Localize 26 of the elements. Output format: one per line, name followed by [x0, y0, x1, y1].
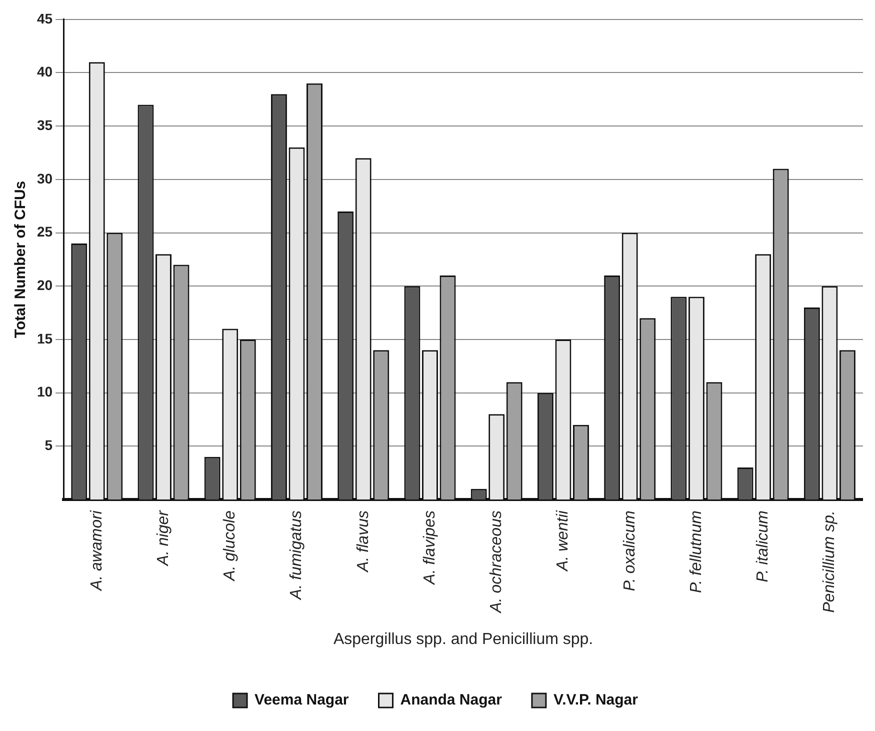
x-tick-label: A. fumigatus — [288, 510, 306, 600]
legend-label: Veema Nagar — [254, 692, 349, 709]
x-tick-label: P. italicum — [754, 510, 772, 582]
x-tick-label: A. flavipes — [421, 510, 438, 586]
x-axis-title: Aspergillus spp. and Penicillium spp. — [333, 630, 594, 648]
y-tick-label: 15 — [36, 330, 53, 346]
y-axis-title: Total Number of CFUs — [12, 180, 30, 338]
y-tick-label: 30 — [36, 170, 53, 186]
y-tick-label: 25 — [36, 224, 53, 240]
y-tick-label: 35 — [36, 116, 53, 133]
x-tick-label: A. ochraceous — [488, 510, 506, 614]
legend-label: Ananda Nagar — [400, 692, 502, 709]
y-tick-label: 20 — [36, 276, 53, 293]
legend-label: V.V.P. Nagar — [553, 692, 638, 709]
x-tick-label: Penicillium sp. — [821, 510, 838, 613]
y-tick-label: 10 — [36, 384, 53, 400]
y-tick-label: 5 — [44, 437, 53, 454]
x-tick-label: A. wentii — [554, 510, 572, 572]
x-tick-label: A. flavus — [354, 510, 372, 573]
x-tick-label: A. niger — [154, 510, 172, 567]
x-tick-label: A. glucole — [222, 510, 239, 582]
y-tick-label: 45 — [36, 10, 53, 26]
x-tick-label: A. awamori — [88, 510, 106, 592]
x-tick-label: P. oxalicum — [621, 510, 638, 592]
y-tick-label: 40 — [36, 64, 53, 80]
x-tick-label: P. fellutnum — [688, 510, 705, 593]
